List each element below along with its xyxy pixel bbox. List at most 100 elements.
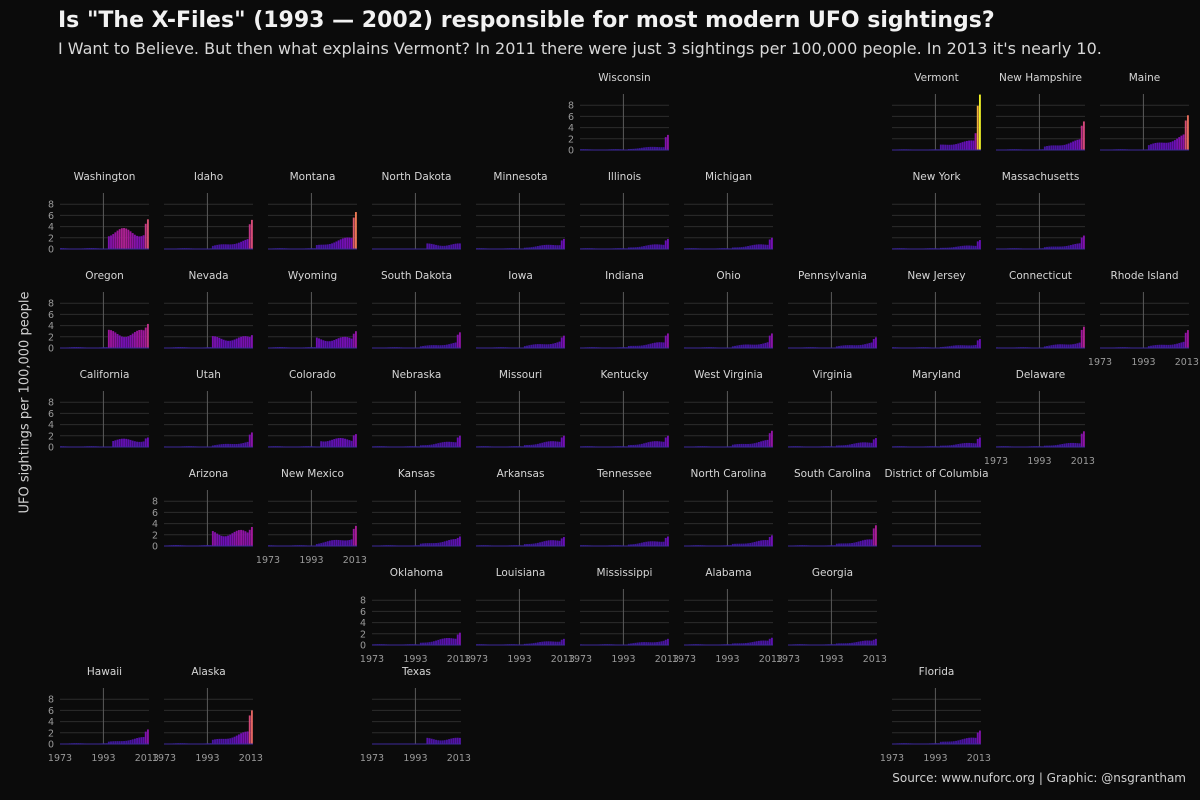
bar xyxy=(658,641,661,645)
bar xyxy=(855,345,858,348)
bar xyxy=(942,144,944,150)
bar xyxy=(539,443,541,447)
bar xyxy=(957,740,960,744)
bar xyxy=(1165,142,1168,150)
bar xyxy=(142,235,145,249)
bar xyxy=(762,640,765,645)
bar xyxy=(868,343,871,348)
bar xyxy=(747,344,749,348)
bar xyxy=(426,642,429,645)
bar xyxy=(426,345,429,348)
bar xyxy=(558,441,561,447)
bar xyxy=(114,741,117,744)
bar xyxy=(526,345,528,348)
bar xyxy=(339,540,342,546)
bar xyxy=(861,540,864,546)
bar xyxy=(950,445,953,447)
bar xyxy=(454,442,457,447)
x-tick-label: 2013 xyxy=(239,753,263,764)
bar xyxy=(218,738,221,744)
bar xyxy=(861,442,864,447)
bar xyxy=(963,443,966,447)
bar xyxy=(1173,344,1176,348)
bar xyxy=(874,638,877,645)
bar xyxy=(651,441,654,447)
bar xyxy=(556,540,559,546)
bar xyxy=(1063,246,1066,249)
bar xyxy=(755,641,758,645)
bar xyxy=(350,440,353,447)
bar xyxy=(757,640,760,645)
panel-title: New Jersey xyxy=(907,270,965,282)
bar xyxy=(770,237,773,249)
bar xyxy=(957,345,960,348)
bar xyxy=(976,340,979,348)
bar xyxy=(760,244,762,249)
bar xyxy=(242,443,245,447)
bar xyxy=(534,246,537,249)
bar xyxy=(640,443,643,447)
state-panel: Michigan xyxy=(684,171,773,250)
bar xyxy=(348,539,351,546)
bar xyxy=(536,542,539,546)
bar xyxy=(664,639,667,645)
bar xyxy=(335,438,338,447)
bar xyxy=(432,543,435,546)
bar xyxy=(658,541,661,546)
bar xyxy=(227,244,229,249)
bar xyxy=(744,246,747,249)
bar xyxy=(441,245,444,249)
bar xyxy=(645,442,648,447)
bar xyxy=(432,244,435,249)
bar xyxy=(560,337,563,348)
bar xyxy=(636,345,639,348)
bar xyxy=(1082,121,1085,150)
bar xyxy=(211,245,214,249)
bar xyxy=(331,340,333,348)
bar xyxy=(770,430,773,447)
bar xyxy=(742,344,745,348)
bar xyxy=(1080,329,1083,348)
bar xyxy=(766,439,769,447)
bar xyxy=(422,543,424,546)
bar xyxy=(428,345,431,348)
bar xyxy=(751,542,754,546)
bar xyxy=(855,443,858,447)
x-tick-label: 1973 xyxy=(984,456,1008,467)
bar xyxy=(127,229,130,249)
bar xyxy=(855,542,858,546)
bar xyxy=(872,439,875,447)
bar xyxy=(352,528,355,546)
bar xyxy=(653,244,656,249)
bar xyxy=(545,441,548,447)
bar xyxy=(768,239,771,249)
bar xyxy=(740,643,743,645)
bar xyxy=(848,345,851,348)
bar xyxy=(952,345,955,348)
bar xyxy=(955,740,957,744)
bar xyxy=(419,543,422,546)
x-tick-label: 1973 xyxy=(256,555,280,566)
bar xyxy=(651,343,654,348)
bar xyxy=(324,441,327,447)
bar xyxy=(1061,145,1064,150)
bar xyxy=(740,443,743,447)
bar xyxy=(140,737,143,744)
panel-title: Illinois xyxy=(608,171,641,183)
state-panel: North Carolina xyxy=(684,468,773,547)
bar xyxy=(853,345,856,348)
bar xyxy=(556,245,559,249)
bar xyxy=(647,344,650,348)
panel-title: North Carolina xyxy=(691,468,767,480)
bar xyxy=(547,244,550,249)
x-tick-label: 1993 xyxy=(195,753,219,764)
bar xyxy=(441,740,444,744)
bar xyxy=(738,247,741,249)
y-tick-label: 8 xyxy=(48,200,54,211)
bar xyxy=(346,337,349,348)
y-tick-label: 4 xyxy=(48,717,54,728)
panel-title: Rhode Island xyxy=(1110,270,1178,282)
bar xyxy=(439,740,442,744)
bar xyxy=(976,105,979,150)
x-tick-label: 1973 xyxy=(152,753,176,764)
